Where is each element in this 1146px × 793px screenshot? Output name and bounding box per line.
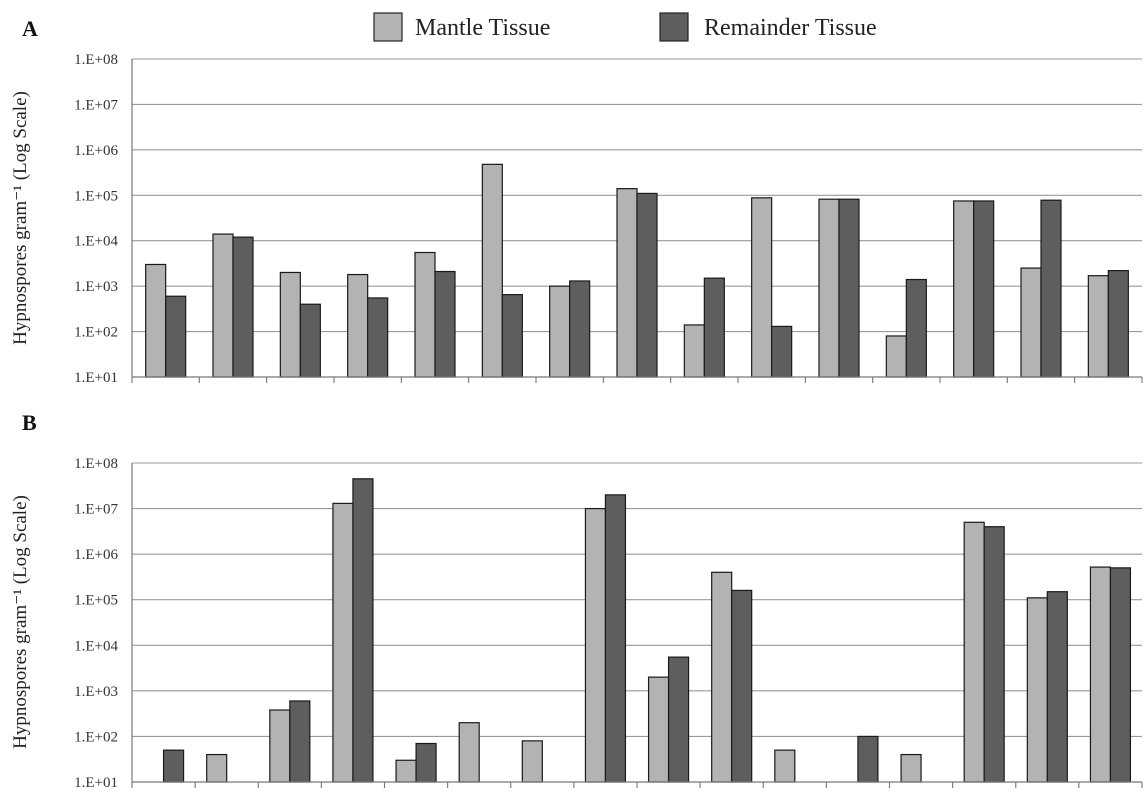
- chart-a-bar-remainder-7: [569, 280, 591, 378]
- chart-b-bar-mantle-6: [458, 722, 480, 783]
- chart-b-bar-mantle-14: [963, 521, 985, 783]
- chart-a-bar-mantle-9: [683, 324, 705, 378]
- chart-a-bar-mantle-6: [481, 163, 503, 378]
- chart-a-bar-remainder-13: [973, 200, 995, 378]
- chart-a-bar-mantle-11: [818, 198, 840, 378]
- chart-a-y-tick-label: 1.E+01: [74, 370, 118, 386]
- chart-a-bar-mantle-5: [414, 251, 436, 378]
- chart-b-bar-mantle-9: [647, 676, 670, 783]
- chart-a-bar-remainder-1: [165, 295, 187, 378]
- chart-b-bar-mantle-4: [332, 502, 354, 783]
- chart-a-bar-mantle-12: [885, 335, 907, 378]
- chart-b-bar-remainder-12: [857, 735, 879, 783]
- chart-a-bar-remainder-5: [434, 270, 456, 378]
- chart-a-bar-mantle-3: [279, 271, 301, 378]
- chart-b-y-tick-label: 1.E+08: [74, 456, 118, 472]
- chart-b-bar-remainder-1: [162, 749, 185, 783]
- chart-a-y-tick-label: 1.E+05: [74, 188, 118, 204]
- chart-a-bar-remainder-12: [905, 278, 927, 378]
- chart-b-bar-remainder-14: [983, 526, 1005, 783]
- legend-swatch-2: [659, 12, 689, 42]
- chart-b-y-tick-label: 1.E+06: [74, 547, 118, 563]
- chart-b-bar-remainder-4: [352, 478, 374, 783]
- chart-a-bar-remainder-4: [367, 297, 389, 378]
- chart-a-y-tick-label: 1.E+02: [74, 325, 118, 341]
- chart-b-bar-mantle-5: [395, 759, 417, 783]
- chart-b-bar-remainder-5: [415, 742, 437, 783]
- chart-a-y-tick-label: 1.E+07: [74, 97, 118, 113]
- chart-a-bar-mantle-1: [145, 263, 167, 378]
- chart-a-panel-label: A: [22, 16, 38, 41]
- chart-a-bar-mantle-14: [1020, 267, 1042, 378]
- chart-b-y-tick-label: 1.E+01: [74, 775, 118, 791]
- chart-a-bar-remainder-10: [771, 325, 793, 378]
- chart-a-bar-mantle-10: [751, 197, 773, 378]
- chart-a-bar-remainder-8: [636, 192, 658, 378]
- chart-a-bar-mantle-13: [953, 200, 975, 378]
- chart-b-bar-mantle-3: [269, 709, 291, 783]
- legend-label-1: Mantle Tissue: [415, 15, 550, 41]
- chart-b-y-tick-label: 1.E+07: [74, 502, 118, 518]
- chart-b-y-axis-label: Hypnospores gram⁻¹ (Log Scale): [10, 495, 31, 749]
- chart-b-bar-mantle-16: [1089, 566, 1112, 783]
- chart-b-bar-remainder-16: [1109, 567, 1132, 783]
- chart-b-bar-remainder-8: [604, 494, 627, 783]
- chart-a-bar-remainder-9: [703, 277, 725, 378]
- chart-a-bar-mantle-4: [347, 273, 369, 378]
- chart-a-y-axis-label: Hypnospores gram⁻¹ (Log Scale): [10, 91, 31, 345]
- chart-a-bar-remainder-2: [232, 236, 254, 378]
- chart-a-y-tick-label: 1.E+04: [74, 234, 118, 250]
- chart-b-bar-mantle-11: [774, 749, 796, 783]
- chart-b-bar-mantle-7: [521, 740, 543, 783]
- chart-a-bar-remainder-11: [838, 198, 860, 378]
- chart-b-bar-remainder-3: [289, 700, 311, 783]
- chart-a-y-tick-label: 1.E+06: [74, 143, 118, 159]
- legend-label-2: Remainder Tissue: [704, 15, 877, 41]
- chart-b-bar-remainder-10: [731, 589, 753, 783]
- chart-b-panel-label: B: [22, 410, 37, 435]
- chart-b-bar-mantle-15: [1026, 597, 1048, 783]
- chart-b-bar-remainder-15: [1046, 591, 1068, 783]
- chart-a-bar-remainder-15: [1107, 269, 1129, 378]
- chart-a-bar-mantle-2: [212, 233, 234, 378]
- chart-b-bar-mantle-13: [900, 753, 922, 783]
- chart-b-bar-mantle-8: [584, 507, 607, 783]
- chart-a-y-tick-label: 1.E+08: [74, 52, 118, 68]
- chart-b-bar-remainder-9: [667, 656, 690, 783]
- chart-b-y-tick-label: 1.E+02: [74, 729, 118, 745]
- chart-a-bar-mantle-7: [549, 285, 571, 378]
- chart-a-bar-remainder-3: [299, 303, 321, 378]
- chart-a-bar-remainder-14: [1040, 199, 1062, 378]
- chart-b-y-tick-label: 1.E+04: [74, 638, 118, 654]
- chart-b-bar-mantle-2: [206, 753, 228, 783]
- chart-a-bar-mantle-15: [1087, 275, 1109, 378]
- chart-a-y-tick-label: 1.E+03: [74, 279, 118, 295]
- chart-a-bar-remainder-6: [501, 294, 523, 378]
- chart-b-y-tick-label: 1.E+05: [74, 593, 118, 609]
- chart-a-bar-mantle-8: [616, 188, 638, 378]
- chart-b-y-tick-label: 1.E+03: [74, 684, 118, 700]
- chart-b-bar-mantle-10: [711, 571, 733, 783]
- legend-swatch-1: [373, 12, 403, 42]
